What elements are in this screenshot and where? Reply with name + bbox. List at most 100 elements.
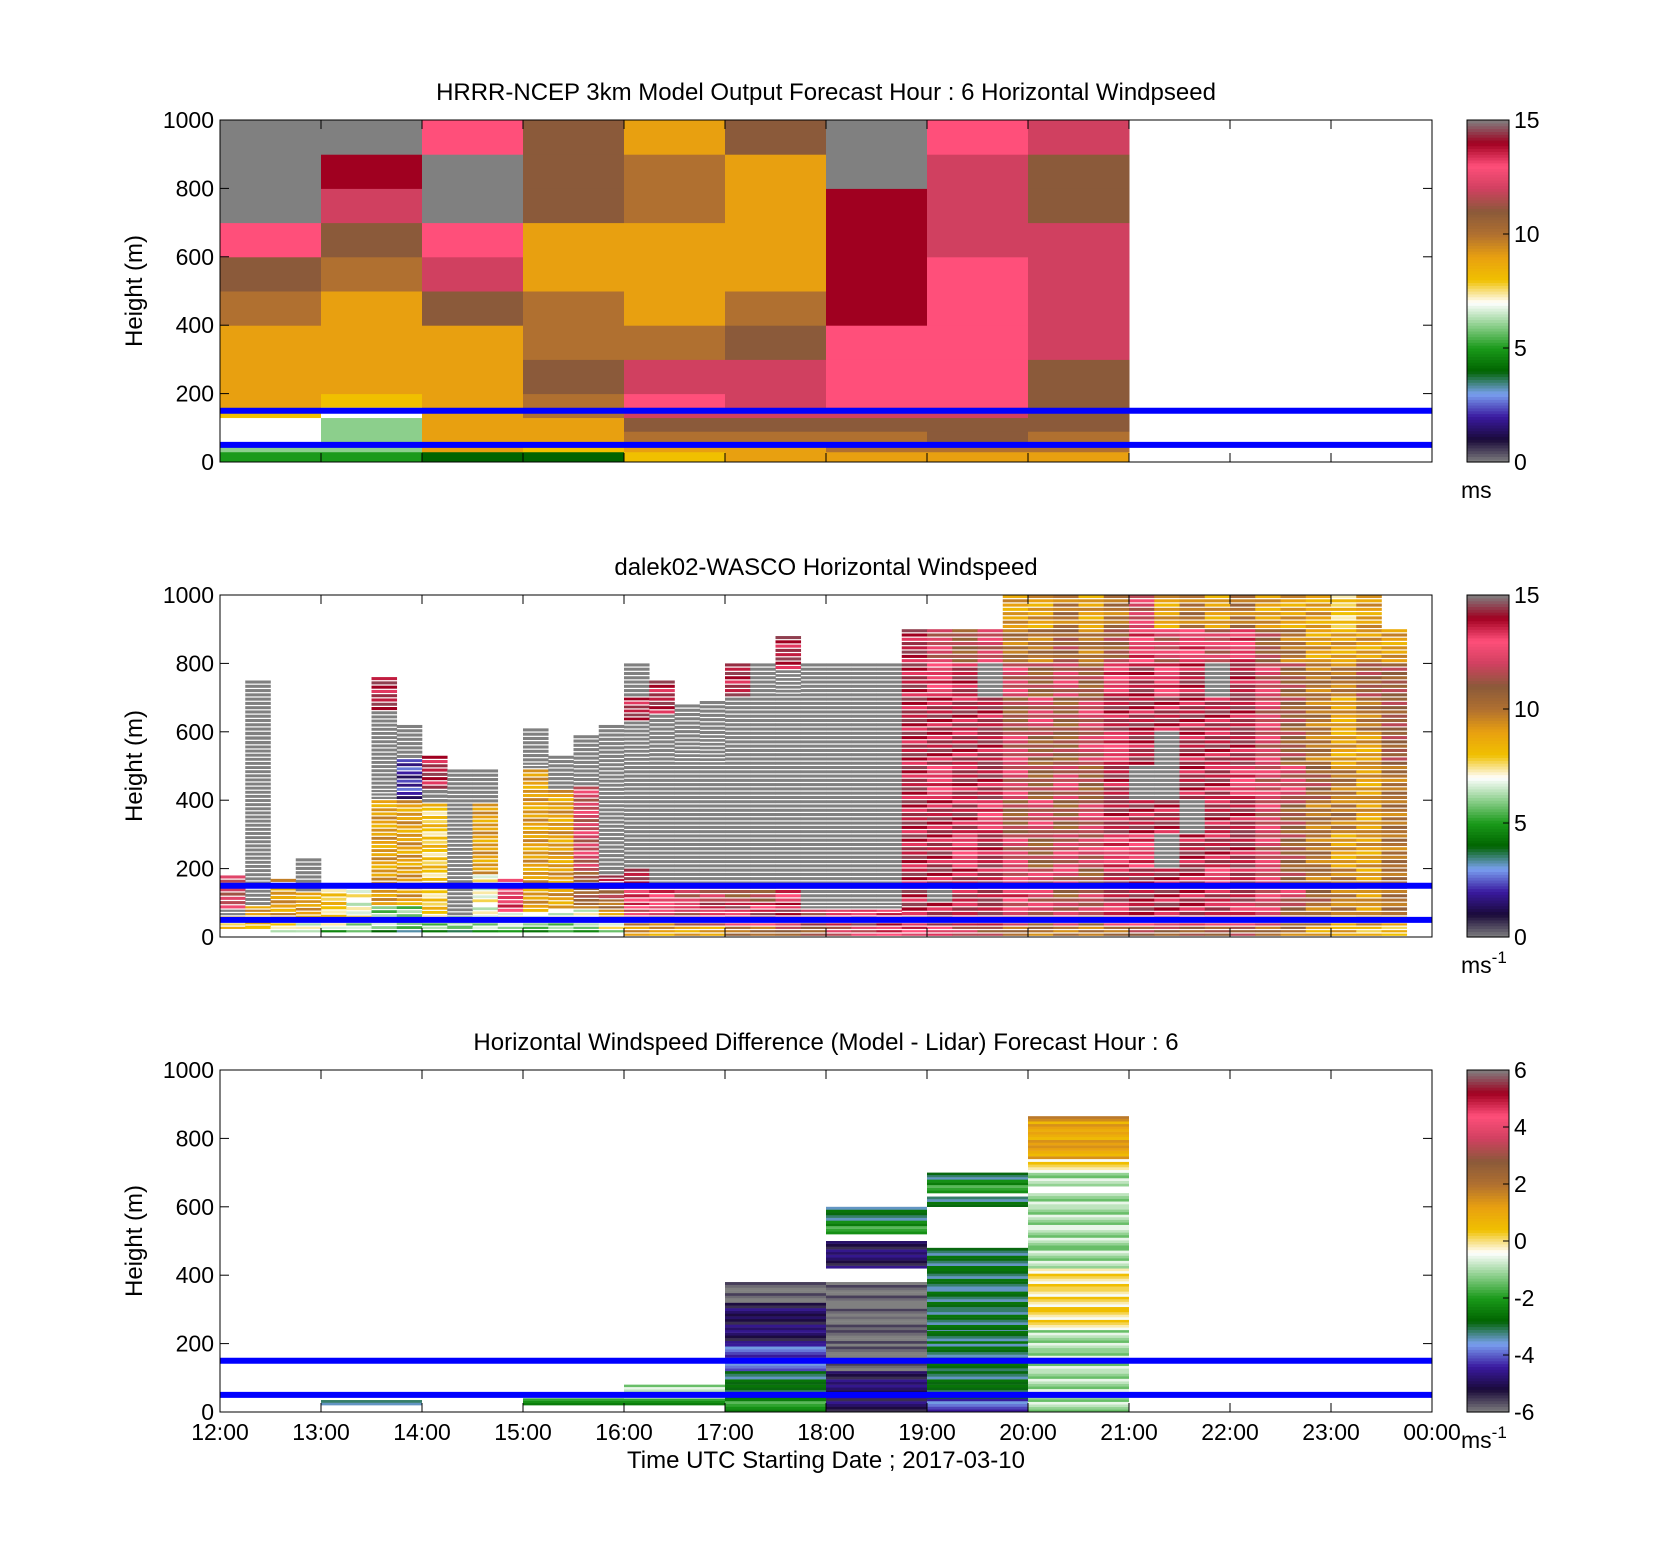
heatmap-cell [1154,851,1180,855]
heatmap-cell [422,816,448,819]
heatmap-cell [775,804,802,808]
heatmap-cell [1028,697,1054,701]
heatmap-cell [1280,761,1307,765]
colorbar-swatch [1467,1189,1509,1194]
colorbar-swatch [1467,1232,1509,1236]
heatmap-cell [1255,855,1281,859]
heatmap-cell [952,926,978,929]
heatmap-cell [1053,926,1079,929]
heatmap-cell [977,930,1004,933]
colorbar-swatch [1467,162,1509,167]
heatmap-cell [1078,731,1105,735]
heatmap-cell [826,855,852,859]
heatmap-cell [1356,804,1382,808]
heatmap-cell [1028,1332,1129,1336]
heatmap-cell [826,1254,927,1258]
heatmap-cell [220,909,246,912]
heatmap-cell [1356,693,1382,697]
heatmap-cell [649,933,675,936]
heatmap-cell [1129,825,1155,829]
colorbar-swatch [1467,1346,1509,1350]
heatmap-cell [548,777,574,781]
heatmap-cell [321,906,347,910]
heatmap-cell [826,697,852,701]
heatmap-cell [927,933,953,936]
colorbar-swatch [1467,777,1509,781]
colorbar-swatch [1467,179,1509,184]
heatmap-cell [1129,933,1155,936]
heatmap-cell [725,1343,826,1347]
heatmap-cell [1028,624,1054,628]
heatmap-cell [1381,736,1408,740]
heatmap-cell [1002,676,1029,680]
heatmap-cell [1179,877,1206,881]
heatmap-cell [1331,753,1357,757]
heatmap-cell [371,736,398,740]
heatmap-cell [826,291,928,326]
heatmap-cell [598,800,625,804]
heatmap-cell [851,676,877,680]
heatmap-cell [1028,1247,1129,1251]
heatmap-cell [826,834,852,838]
heatmap-cell [952,697,978,701]
heatmap-cell [1305,616,1332,620]
heatmap-cell [220,256,322,292]
heatmap-cell [649,774,675,778]
heatmap-cell [295,911,322,915]
heatmap-cell [775,821,802,825]
colorbar-swatch [1467,1201,1509,1205]
heatmap-cell [422,777,448,781]
heatmap-cell [1002,595,1029,599]
heatmap-cell [977,693,1004,697]
heatmap-cell [624,838,650,842]
heatmap-cell [699,868,726,872]
heatmap-cell [649,693,675,697]
heatmap-cell [573,875,600,879]
heatmap-cell [1230,926,1256,929]
heatmap-cell [1053,898,1079,902]
chart-title: HRRR-NCEP 3km Model Output Forecast Hour… [436,79,1216,106]
heatmap-cell [1230,642,1256,646]
heatmap-cell [826,714,852,718]
heatmap-cell [523,762,549,765]
heatmap-cell [1331,868,1357,872]
heatmap-cell [927,642,953,646]
heatmap-cell [1028,1242,1129,1246]
heatmap-cell [321,930,347,933]
heatmap-cell [649,902,675,906]
heatmap-cell [1053,889,1079,894]
heatmap-cell [371,853,398,857]
heatmap-cell [598,767,625,771]
heatmap-cell [1356,933,1382,936]
heatmap-cell [1305,637,1332,641]
heatmap-cell [699,933,726,936]
heatmap-cell [927,1343,1028,1347]
heatmap-cell [220,905,246,909]
heatmap-cell [750,778,776,782]
colorbar-swatch [1467,325,1509,329]
heatmap-cell [1381,629,1408,633]
heatmap-cell [725,877,751,881]
colorbar-frame [1466,119,1510,463]
heatmap-cell [927,842,953,847]
heatmap-cell [1028,1283,1129,1287]
heatmap-cell [1305,697,1332,701]
heatmap-cell [1078,774,1105,778]
colorbar-swatch [1467,632,1509,636]
heatmap-cell [750,689,776,693]
x-axis-label: Time UTC Starting Date ; 2017-03-10 [627,1447,1025,1474]
heatmap-cell [1002,744,1029,748]
heatmap-cell [1103,894,1130,898]
heatmap-cell [725,830,751,834]
heatmap-cell [1255,795,1281,799]
colorbar-swatch [1467,139,1509,144]
colorbar-swatch [1467,299,1509,303]
heatmap-cell [1331,926,1357,929]
heatmap-cell [422,840,448,844]
heatmap-cell [725,1362,826,1366]
heatmap-cell [1305,744,1332,748]
heatmap-cell [725,872,751,876]
heatmap-cell [1028,817,1054,821]
heatmap-cell [1356,851,1382,855]
heatmap-cell [1305,872,1332,876]
